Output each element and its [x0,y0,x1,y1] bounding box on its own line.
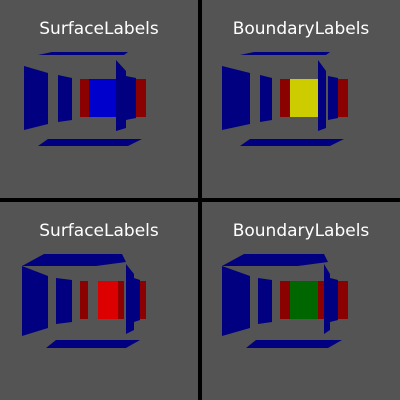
viewport-title: SurfaceLabels [39,19,159,39]
bottom-wall-panel [38,139,142,146]
right-frame-panel [126,264,134,334]
right-frame-panel [324,264,330,334]
red-panel [80,281,88,319]
red-panel [80,79,89,117]
bottom-wall-panel [46,340,140,348]
right-wall-panel [126,76,136,120]
top-wall-panel [38,52,128,55]
red-panel [136,79,146,117]
center-panel [89,79,116,117]
viewport-top-left[interactable]: SurfaceLabels [0,0,198,198]
boundary-labels-scene[interactable] [202,202,400,400]
center-panel [290,281,318,319]
top-wall-panel [222,254,328,266]
bottom-wall-panel [246,340,342,348]
red-panel [338,79,348,117]
viewport-title: BoundaryLabels [232,19,370,39]
bottom-wall-panel [240,139,344,146]
red-panel [118,281,124,319]
right-frame-panel [116,60,126,131]
center-panel [290,79,318,117]
left-wall-panel [222,266,250,336]
surface-labels-scene[interactable] [0,202,198,400]
left-wall-panel [24,66,48,130]
red-panel [318,281,324,319]
right-wall-panel [134,278,140,322]
left-wall-panel [258,278,272,324]
right-frame-panel [318,60,326,131]
viewport-title: BoundaryLabels [232,221,370,241]
left-wall-panel [222,66,250,130]
surface-labels-scene[interactable] [0,0,198,198]
viewport-title: SurfaceLabels [39,221,159,241]
top-wall-panel [240,52,330,55]
viewport-top-right[interactable]: BoundaryLabels [202,0,400,198]
red-panel [280,79,290,117]
red-panel [338,281,348,319]
left-wall-panel [260,75,272,122]
viewport-bottom-right[interactable]: BoundaryLabels [202,202,400,400]
center-panel [98,281,118,319]
right-wall-panel [330,278,338,322]
top-wall-panel [22,254,126,266]
viewport-bottom-left[interactable]: SurfaceLabels [0,202,198,400]
left-wall-panel [58,75,72,122]
left-wall-panel [56,278,72,324]
left-wall-panel [22,266,48,336]
right-wall-panel [328,76,338,120]
boundary-labels-scene[interactable] [202,0,400,198]
red-panel [280,281,290,319]
